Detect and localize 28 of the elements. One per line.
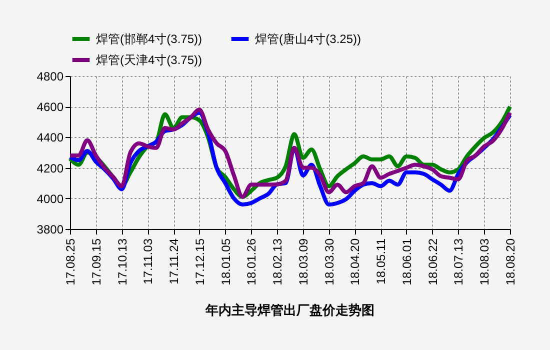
x-tick-label: 18.01.26 xyxy=(244,238,259,286)
y-tick-label: 4000 xyxy=(36,192,64,206)
x-tick-label: 17.10.13 xyxy=(115,238,130,286)
legend-label: 焊管(天津4寸(3.75)) xyxy=(96,53,202,67)
y-tick-label: 4200 xyxy=(36,161,64,176)
y-tick-label: 4400 xyxy=(36,130,64,145)
x-tick-label: 18.03.09 xyxy=(296,238,310,286)
x-tick-label: 17.11.24 xyxy=(167,238,182,284)
x-tick-label: 18.04.20 xyxy=(348,238,362,286)
x-tick-label: 17.12.15 xyxy=(192,238,207,286)
y-tick-label: 3800 xyxy=(36,222,64,236)
legend-label: 焊管(唐山4寸(3.25)) xyxy=(255,32,362,46)
x-tick-label: 18.08.20 xyxy=(504,238,518,286)
x-tick-label: 18.07.13 xyxy=(452,238,466,286)
y-tick-label: 4800 xyxy=(36,70,64,84)
text: 年内主导焊管出厂盘价走势图 xyxy=(204,302,374,318)
x-tick-label: 18.08.03 xyxy=(478,238,492,286)
x-tick-label: 17.11.03 xyxy=(141,238,156,284)
y-tick-label: 4600 xyxy=(36,100,64,114)
x-tick-label: 18.06.22 xyxy=(426,238,440,286)
x-tick-label: 17.09.15 xyxy=(89,238,104,286)
x-tick-label: 18.05.11 xyxy=(374,238,388,284)
x-tick-label: 18.06.01 xyxy=(400,238,414,286)
legend-label: 焊管(邯郸4寸(3.75)) xyxy=(96,32,202,46)
x-tick-label: 18.02.13 xyxy=(270,238,285,286)
x-tick-label: 17.08.25 xyxy=(64,238,78,286)
x-tick-label: 18.03.30 xyxy=(322,238,336,286)
x-tick-label: 18.01.05 xyxy=(218,238,233,286)
